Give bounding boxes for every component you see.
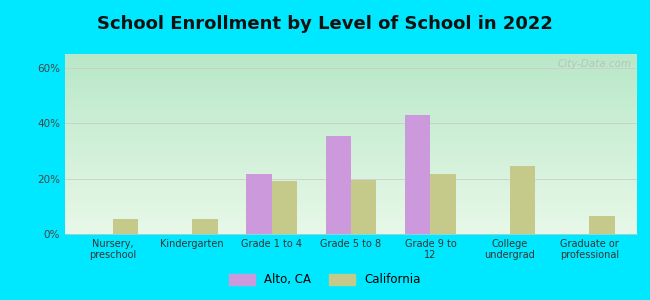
Text: School Enrollment by Level of School in 2022: School Enrollment by Level of School in …: [97, 15, 553, 33]
Bar: [405, 115, 430, 234]
Bar: [112, 219, 138, 234]
Bar: [326, 136, 351, 234]
Bar: [192, 219, 218, 234]
Legend: Alto, CA, California: Alto, CA, California: [224, 269, 426, 291]
Bar: [272, 182, 297, 234]
Bar: [510, 166, 536, 234]
Bar: [590, 216, 615, 234]
Bar: [246, 175, 272, 234]
Bar: [351, 180, 376, 234]
Bar: [430, 175, 456, 234]
Text: City-Data.com: City-Data.com: [557, 59, 631, 69]
